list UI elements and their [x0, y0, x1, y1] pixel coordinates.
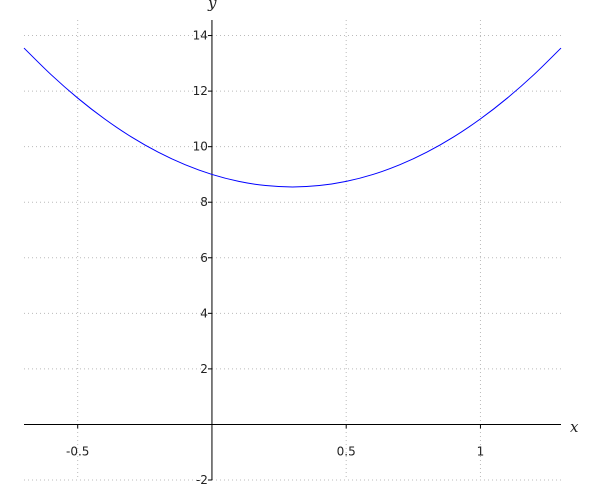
x-tick-label: 1 — [477, 444, 485, 458]
y-tick-label: 2 — [200, 362, 208, 376]
y-axis-label: y — [207, 0, 217, 12]
y-tick-label: 10 — [193, 140, 208, 154]
series-line — [23, 47, 562, 188]
axes — [24, 20, 561, 480]
grid — [24, 20, 561, 481]
y-tick-label: -2 — [196, 473, 208, 487]
x-tick-label: 0.5 — [337, 444, 356, 458]
x-tick-label: -0.5 — [66, 444, 89, 458]
series — [23, 47, 562, 188]
x-axis-label: x — [570, 418, 579, 436]
y-tick-label: 14 — [193, 29, 208, 43]
y-tick-label: 6 — [200, 251, 208, 265]
y-tick-label: 12 — [193, 84, 208, 98]
y-tick-label: 4 — [200, 306, 208, 320]
y-tick-label: 8 — [200, 195, 208, 209]
ticks: -0.5 0.5 1 -2 2 4 6 8 10 12 14 — [66, 29, 484, 487]
